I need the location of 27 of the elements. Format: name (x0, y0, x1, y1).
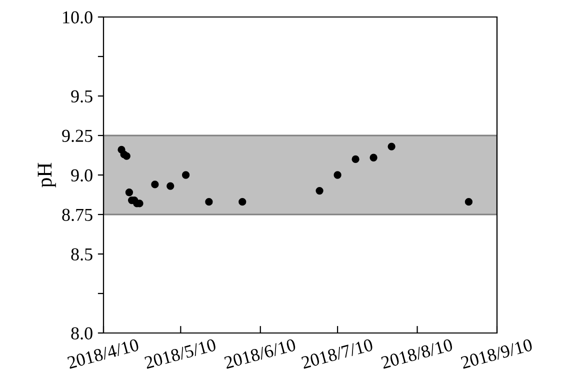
point (334, 171, 342, 179)
point (122, 152, 130, 160)
point (205, 198, 213, 206)
point (370, 154, 378, 162)
x-tick-label: 2018/4/10 (66, 338, 140, 369)
y-axis-title: pH (38, 162, 56, 188)
y-tick-label: 8.5 (71, 248, 92, 261)
y-tick-label: 9.25 (62, 130, 92, 142)
y-tick-label: 9.0 (71, 169, 92, 182)
point (388, 142, 396, 150)
point (151, 180, 159, 188)
y-tick-label: 8.75 (62, 208, 92, 222)
x-tick-label: 2018/8/10 (380, 338, 454, 369)
point (316, 186, 324, 195)
x-tick-label: 2018/7/10 (300, 338, 374, 369)
point (125, 188, 134, 196)
y-tick-label: 8.0 (71, 327, 92, 340)
x-tick-label: 2018/5/10 (144, 338, 217, 369)
point (166, 182, 174, 190)
x-tick-label: 2018/9/10 (460, 338, 533, 369)
y-tick-label: 10.0 (63, 11, 92, 24)
y-tick-label: 9.5 (71, 90, 92, 103)
point (464, 198, 473, 206)
point (238, 198, 246, 206)
point (182, 171, 190, 179)
x-tick-label: 2018/6/10 (224, 338, 296, 369)
point (352, 155, 360, 164)
